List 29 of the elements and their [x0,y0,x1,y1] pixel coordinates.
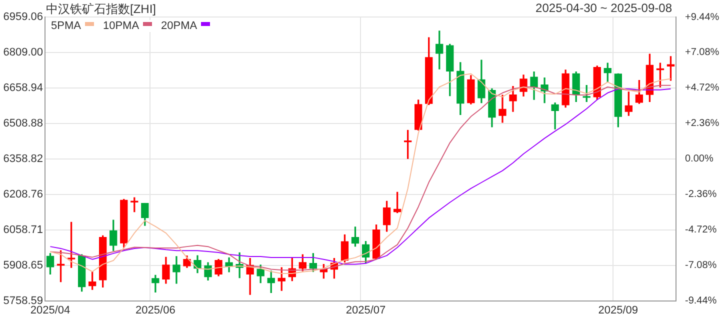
chart-title: 中汉铁矿石指数[ZHI] [46,1,156,18]
x-tick-label: 2025/09 [598,304,638,316]
x-tick-label: 2025/07 [346,304,386,316]
y2-tick-label: -7.08% [685,260,717,272]
y-tick-label: 6658.94 [3,82,43,94]
y-tick-label: 5758.59 [3,294,43,307]
y2-tick-label: +9.44% [685,12,720,23]
y-tick-label: 5908.65 [3,259,43,272]
y2-tick-label: 0.00% [685,154,714,165]
y2-tick-label: +7.08% [685,47,720,58]
x-tick-label: 2025/04 [30,304,70,316]
legend-label: 20PMA [161,20,198,32]
y-tick-label: 6358.82 [3,152,43,165]
y-tick-label: 6959.06 [3,11,43,24]
legend-label: 10PMA [102,20,140,32]
candlestick [551,102,559,130]
y-tick-label: 6809.00 [3,46,43,59]
y2-tick-label: -2.36% [685,189,717,200]
y-tick-label: 6058.71 [3,224,43,236]
chart-subtitle: 2025-04-30 ~ 2025-09-08 [536,1,672,15]
x-tick-label: 2025/06 [136,304,176,316]
y-tick-label: 6208.76 [3,188,43,200]
legend-label: 5PMA [51,20,82,32]
y2-tick-label: +2.36% [685,118,720,130]
y2-tick-label: -4.72% [685,224,717,236]
y2-tick-label: -9.44% [685,296,717,307]
candlestick [172,256,180,284]
y2-tick-label: +4.72% [685,82,720,94]
y-tick-label: 6508.88 [3,117,43,130]
